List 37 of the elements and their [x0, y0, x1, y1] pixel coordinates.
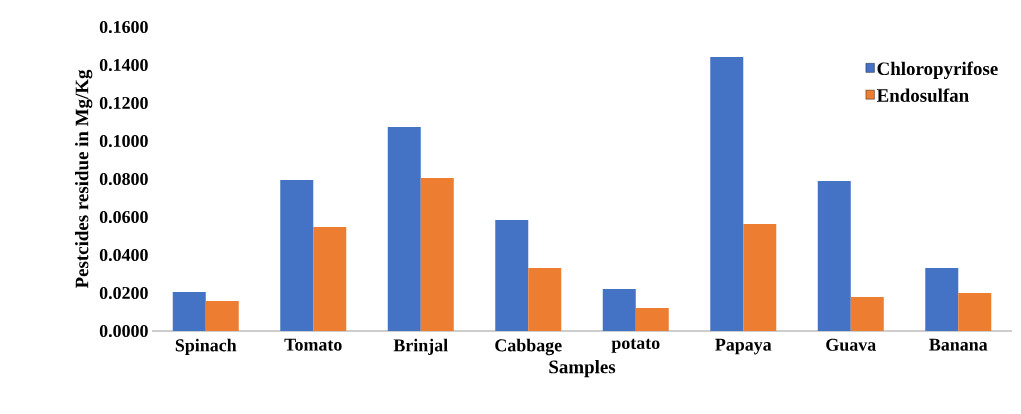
bar: [635, 308, 669, 331]
bar: [817, 180, 851, 331]
x-tick-label: Banana: [929, 338, 988, 351]
y-tick-label: 0.0200: [99, 286, 148, 300]
x-tick-label: Brinjal: [393, 338, 448, 356]
y-tick-label: 0.1000: [99, 134, 148, 148]
x-tick-label: potato: [611, 338, 660, 353]
bar: [958, 293, 992, 331]
bar: [602, 289, 636, 331]
y-tick-label: 0.1600: [99, 20, 148, 34]
x-tick-label: Papaya: [715, 338, 772, 355]
x-axis-title: Samples: [549, 360, 616, 378]
bar: [205, 300, 239, 331]
y-tick-label: 0.0800: [99, 172, 148, 186]
y-tick-label: 0.0000: [99, 324, 148, 338]
y-tick-label: 0.0600: [99, 210, 148, 224]
bar: [313, 227, 347, 331]
bar: [420, 178, 454, 331]
x-tick-label: Guava: [826, 338, 876, 351]
bar: [495, 220, 529, 331]
bar: [280, 179, 314, 331]
y-tick-label: 0.1400: [99, 58, 148, 72]
bar: [925, 267, 959, 331]
bar: [528, 267, 562, 331]
bar: [387, 126, 421, 331]
x-tick-label: Tomato: [284, 338, 342, 351]
y-axis-title: Pestcides residue in Mg/Kg: [75, 69, 93, 289]
y-tick-label: 0.1200: [99, 96, 148, 110]
y-tick-label: 0.0400: [99, 248, 148, 262]
legend-label: Chloropyrifose: [877, 61, 998, 79]
bar: [850, 296, 884, 331]
bar: [710, 57, 744, 331]
x-tick-label: Cabbage: [495, 338, 562, 356]
legend-label: Endosulfan: [876, 88, 969, 102]
bar: [743, 224, 777, 331]
x-tick-label: Spinach: [175, 338, 237, 356]
bar: [172, 292, 206, 331]
